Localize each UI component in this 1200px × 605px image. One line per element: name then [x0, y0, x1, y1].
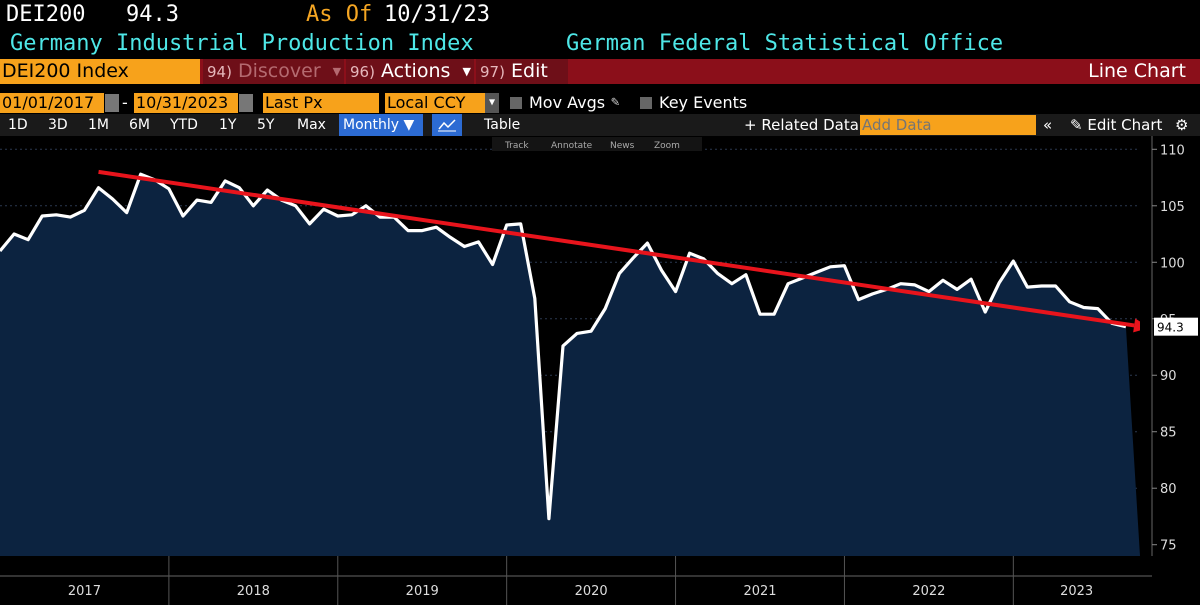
y-tick-label: 105	[1160, 200, 1185, 215]
frequency-select[interactable]: Monthly ▼	[339, 114, 423, 136]
data-source: German Federal Statistical Office	[566, 31, 1004, 56]
period-1d[interactable]: 1D	[8, 117, 28, 133]
discover-button[interactable]: 94) Discover ▼	[203, 59, 344, 84]
calendar-icon[interactable]	[105, 94, 119, 112]
period-1y[interactable]: 1Y	[219, 117, 237, 133]
pencil-icon[interactable]: ✎	[611, 94, 620, 110]
mov-avgs-checkbox[interactable]	[510, 97, 522, 109]
mov-avgs-label: Mov Avgs	[529, 93, 606, 112]
period-5y[interactable]: 5Y	[257, 117, 275, 133]
y-tick-label: 110	[1160, 143, 1185, 158]
period-3d[interactable]: 3D	[48, 117, 68, 133]
edit-label: Edit	[511, 60, 548, 82]
edit-chart-label: Edit Chart	[1087, 116, 1163, 134]
x-tick-label: 2019	[406, 584, 439, 599]
last-value-badge: 94.3	[1154, 317, 1198, 336]
edit-chart-button[interactable]: ✎ Edit Chart	[1070, 114, 1162, 136]
related-data-label: Related Data	[761, 116, 859, 134]
y-tick-label: 75	[1160, 539, 1177, 554]
y-tick-label: 85	[1160, 426, 1177, 441]
as-of-date: 10/31/23	[384, 2, 490, 27]
toolbar-bar	[0, 59, 1200, 84]
tool-zoom[interactable]: Zoom	[654, 141, 680, 151]
gear-icon[interactable]: ⚙	[1175, 116, 1189, 134]
calendar-icon[interactable]	[239, 94, 253, 112]
table-button[interactable]: Table	[484, 117, 521, 133]
actions-label: Actions	[381, 60, 451, 82]
tool-news[interactable]: News	[610, 141, 635, 151]
period-ytd[interactable]: YTD	[170, 117, 198, 133]
actions-number: 96)	[350, 63, 375, 81]
x-axis: 2017 2018 2019 2020 2021 2022 2023	[0, 556, 1200, 605]
last-value-label: 94.3	[1157, 321, 1184, 335]
x-tick-label: 2023	[1060, 584, 1093, 599]
collapse-icon[interactable]: «	[1043, 116, 1053, 134]
field-select[interactable]: Last Px	[263, 93, 379, 113]
period-max[interactable]: Max	[297, 117, 326, 133]
x-tick-label: 2017	[68, 584, 101, 599]
end-date-input[interactable]: 10/31/2023	[134, 93, 238, 113]
series-line	[0, 172, 1127, 521]
date-range-separator: -	[122, 93, 128, 112]
x-tick-label: 2018	[237, 584, 270, 599]
period-6m[interactable]: 6M	[129, 117, 150, 133]
x-tick-label: 2022	[912, 584, 945, 599]
chevron-down-icon: ▼	[462, 65, 471, 78]
x-tick-label: 2021	[743, 584, 776, 599]
pencil-icon: ✎	[1070, 116, 1083, 134]
chevron-down-icon: ▼	[332, 65, 342, 78]
discover-label: Discover	[238, 60, 321, 82]
chart-tools-background	[492, 137, 702, 151]
chevron-down-icon[interactable]: ▼	[485, 93, 499, 113]
y-tick-label: 90	[1160, 369, 1177, 384]
y-axis: 7580859095100105110	[1140, 136, 1200, 605]
x-tick-label: 2020	[575, 584, 608, 599]
related-data-button[interactable]: + Related Data	[744, 114, 859, 136]
last-value: 94.3	[126, 2, 179, 27]
tool-track[interactable]: Track	[504, 141, 529, 151]
key-events-label: Key Events	[659, 93, 748, 112]
frequency-label: Monthly	[343, 117, 400, 133]
security-name: Germany Industrial Production Index	[10, 31, 474, 56]
tool-annotate[interactable]: Annotate	[551, 141, 593, 151]
period-1m[interactable]: 1M	[88, 117, 109, 133]
chart-type-label[interactable]: Line Chart	[1088, 60, 1186, 82]
plus-icon: +	[744, 116, 757, 134]
security-input[interactable]: DEI200 Index	[0, 59, 200, 84]
actions-button[interactable]: 96) Actions ▼	[346, 59, 474, 84]
edit-number: 97)	[480, 63, 505, 81]
chevron-down-icon: ▼	[403, 117, 415, 133]
y-tick-label: 80	[1160, 482, 1177, 497]
add-data-input[interactable]	[860, 115, 1036, 135]
trendline	[98, 169, 1135, 328]
y-tick-label: 100	[1160, 256, 1185, 271]
key-events-checkbox[interactable]	[640, 97, 652, 109]
line-chart[interactable]: 7580859095100105110 20172018201920202021…	[0, 136, 1200, 605]
line-chart-icon	[438, 119, 456, 132]
currency-select[interactable]: Local CCY	[385, 93, 485, 113]
y-axis-background	[1140, 136, 1200, 605]
chart-tools: Track Annotate News Zoom	[492, 137, 702, 151]
as-of-label: As Of	[306, 2, 373, 27]
edit-button[interactable]: 97) Edit ▼	[476, 59, 568, 104]
line-chart-button[interactable]	[432, 114, 462, 136]
discover-number: 94)	[207, 63, 232, 81]
series-area	[0, 174, 1140, 556]
last-value-badge-bg	[1154, 317, 1198, 336]
ticker: DEI200	[6, 2, 86, 27]
start-date-input[interactable]: 01/01/2017	[0, 93, 104, 113]
x-axis-background	[0, 556, 1200, 605]
